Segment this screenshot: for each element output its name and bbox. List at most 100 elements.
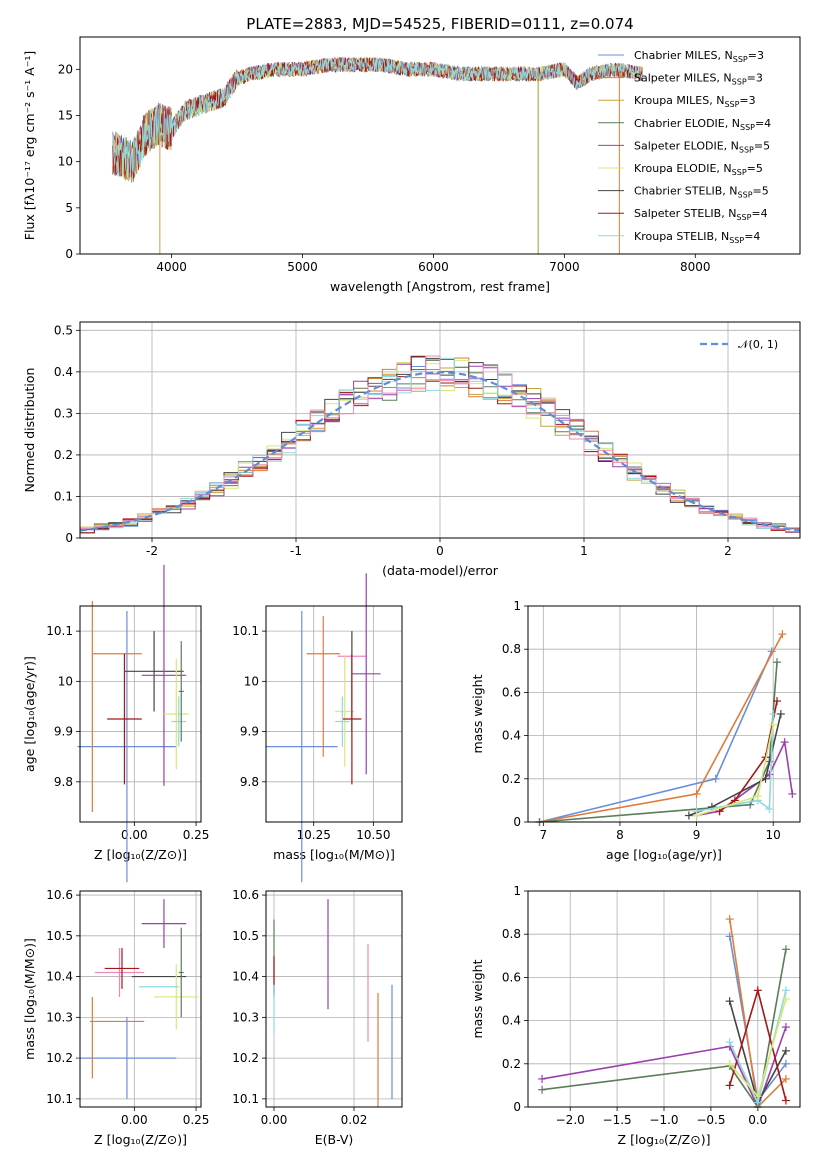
axes-frame — [265, 890, 403, 1108]
y-tick-label: 0.5 — [54, 323, 73, 337]
x-tick-label: 6000 — [418, 260, 449, 274]
y-tick-label: 10.3 — [232, 1010, 259, 1024]
x-tick-label: 7000 — [549, 260, 580, 274]
x-tick-label: 2 — [724, 544, 732, 558]
legend-label: Chabrier STELIB, N — [634, 185, 738, 198]
y-tick-label: 0.4 — [502, 729, 521, 743]
x-tick-label: −2.0 — [556, 1113, 585, 1127]
y-tick-label: 10 — [58, 155, 73, 169]
y-tick-label: 1 — [513, 599, 521, 613]
legend-label: Kroupa ELODIE, N — [634, 162, 732, 175]
legend-entry: 𝒩(0, 1) — [738, 338, 778, 351]
x-tick-label: 8000 — [680, 260, 711, 274]
y-axis-label: mass [log₁₀(M/M⊙)] — [22, 938, 37, 1060]
histogram-steps — [80, 355, 800, 534]
x-axis-label: Z [log₁₀(Z/Z⊙)] — [94, 847, 187, 862]
weight-lines — [535, 630, 797, 826]
y-axis-label: age [log₁₀(age/yr)] — [22, 656, 37, 772]
legend-entry-3: Chabrier ELODIE, NSSP=4 — [634, 117, 771, 132]
x-axis-label: E(B-V) — [315, 1132, 354, 1147]
y-tick-label: 0 — [513, 815, 521, 829]
axes-frame — [79, 36, 801, 255]
y-tick-label: 10.5 — [46, 929, 73, 943]
legend-sub: SSP — [738, 191, 753, 200]
legend-suffix: =5 — [754, 139, 770, 152]
error-bars — [266, 573, 381, 883]
y-tick-label: 0.2 — [54, 448, 73, 462]
spectrum-series-8 — [112, 57, 643, 180]
axes-frame — [527, 890, 801, 1108]
y-axis-label: Flux [fλ10⁻¹⁷ erg cm⁻² s⁻¹ A⁻¹] — [22, 51, 37, 240]
ebv-mass-panel: 0.00 0.02 10.1 10.2 10.3 10.4 10.5 10.6 E(B-V) — [232, 888, 403, 1147]
x-tick-label: 9 — [693, 828, 701, 842]
legend-entry-1: Salpeter MILES, NSSP=3 — [634, 72, 763, 87]
y-tick-label: 0 — [65, 247, 73, 261]
y-tick-label: 9.9 — [240, 725, 259, 739]
legend-entry-2: Kroupa MILES, NSSP=3 — [634, 94, 756, 109]
y-tick-label: 10.2 — [232, 1051, 259, 1065]
legend-label: Salpeter MILES, N — [634, 72, 732, 85]
x-tick-label: 10 — [766, 828, 781, 842]
legend-entry-6: Chabrier STELIB, NSSP=5 — [634, 185, 769, 200]
x-axis-label: Z [log₁₀(Z/Z⊙)] — [618, 1132, 711, 1147]
weight-lines — [538, 915, 790, 1111]
y-tick-label: 10.1 — [232, 1092, 259, 1106]
x-tick-label: 0.00 — [121, 1113, 148, 1127]
y-tick-label: 0.4 — [54, 365, 73, 379]
y-tick-label: 20 — [58, 62, 73, 76]
y-tick-label: 1 — [513, 884, 521, 898]
weight-series-2 — [539, 662, 778, 823]
legend-entry-7: Salpeter STELIB, NSSP=4 — [634, 207, 768, 222]
x-tick-label: 7 — [540, 828, 548, 842]
legend-sub: SSP — [732, 168, 747, 177]
y-tick-label: 10.6 — [46, 888, 73, 902]
y-tick-label: 10.4 — [46, 970, 73, 984]
axes-frame — [79, 605, 202, 823]
legend-sub: SSP — [736, 213, 751, 222]
error-bars — [77, 899, 199, 1099]
legend-suffix: =4 — [751, 207, 767, 220]
y-axis-label: Normed distribution — [22, 368, 37, 493]
y-tick-label: 0 — [65, 531, 73, 545]
y-tick-label: 0.8 — [502, 927, 521, 941]
legend-suffix: =5 — [747, 162, 763, 175]
y-tick-label: 0 — [513, 1100, 521, 1114]
x-tick-label: 5000 — [287, 260, 318, 274]
x-tick-label: 0.00 — [261, 1113, 288, 1127]
y-tick-label: 10 — [58, 674, 73, 688]
spectrum-panel: 4000 5000 6000 7000 8000 0 5 10 15 20 wavelength [… — [22, 15, 801, 294]
y-tick-label: 10.3 — [46, 1010, 73, 1024]
x-tick-label: −1.0 — [649, 1113, 678, 1127]
legend-suffix: =4 — [755, 117, 771, 130]
axes-frame — [265, 605, 403, 823]
y-tick-label: 10 — [244, 674, 259, 688]
y-tick-label: 10.1 — [46, 1092, 73, 1106]
legend-entry-4: Salpeter ELODIE, NSSP=5 — [634, 139, 770, 154]
x-tick-label: −0.5 — [696, 1113, 725, 1127]
y-axis-label: mass weight — [470, 674, 485, 753]
y-tick-label: 0.2 — [502, 772, 521, 786]
x-tick-label: 8 — [616, 828, 624, 842]
mass-age-panel: 10.25 10.50 9.8 9.9 10 10.1 mass [log₁₀(M/M⊙)] — [232, 573, 403, 883]
z-mass-panel: 0.00 0.25 10.1 10.2 10.3 10.4 10.5 10.6 Z [log₁₀… — [22, 888, 209, 1147]
x-tick-label: 4000 — [156, 260, 187, 274]
legend-sub: SSP — [733, 55, 748, 64]
y-tick-label: 10.2 — [46, 1051, 73, 1065]
y-tick-label: 5 — [65, 201, 73, 215]
x-tick-label: −1.5 — [603, 1113, 632, 1127]
weight-series-2 — [541, 1026, 787, 1110]
x-axis-label: Z [log₁₀(Z/Z⊙)] — [94, 1132, 187, 1147]
y-tick-label: 0.8 — [502, 642, 521, 656]
legend-entry-8: Kroupa STELIB, NSSP=4 — [634, 230, 760, 245]
histogram-series-9 — [80, 355, 800, 533]
x-axis-label: (data-model)/error — [382, 563, 499, 578]
spectrum-series-5 — [112, 57, 643, 179]
z-weight-panel: −2.0 −1.5 −1.0 −0.5 0.0 0 0.2 0.4 0.6 0.8 1 Z [log₁… — [470, 884, 801, 1147]
legend-label: Chabrier MILES, N — [634, 49, 733, 62]
legend-sub: SSP — [739, 145, 754, 154]
x-tick-label: 10.25 — [297, 828, 331, 842]
x-axis-label: wavelength [Angstrom, rest frame] — [330, 279, 550, 294]
y-tick-label: 0.6 — [502, 970, 521, 984]
x-tick-label: 1 — [580, 544, 588, 558]
